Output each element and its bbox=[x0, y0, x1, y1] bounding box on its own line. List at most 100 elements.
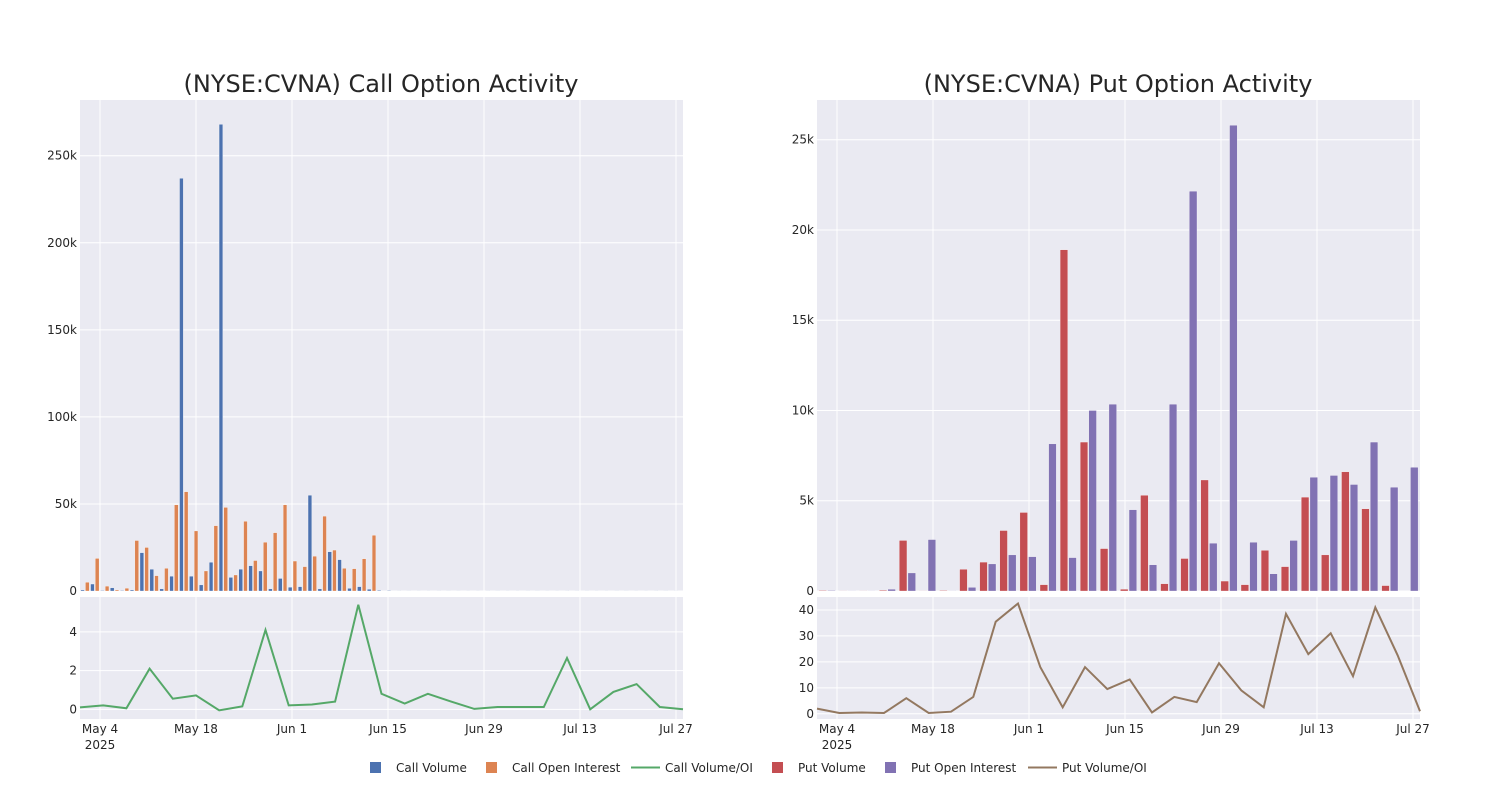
call-volume-bar bbox=[348, 588, 352, 591]
put-volume-bar bbox=[1181, 559, 1189, 591]
call-volume-bar bbox=[239, 569, 243, 591]
call-oi-bar bbox=[333, 550, 337, 591]
call-volume-bar bbox=[328, 552, 332, 591]
put-volume-bar bbox=[1141, 495, 1149, 591]
call-oi-bar bbox=[155, 576, 159, 591]
put-oi-bar bbox=[1169, 404, 1177, 591]
y2-tick-label: 0 bbox=[806, 707, 814, 721]
call-oi-bar bbox=[125, 588, 129, 591]
call-volume-bar bbox=[160, 589, 164, 591]
y-tick-label: 15k bbox=[792, 313, 814, 327]
put-volume-bar bbox=[1281, 567, 1289, 591]
put-oi-bar bbox=[1290, 540, 1298, 591]
call-oi-bar bbox=[204, 571, 208, 591]
put-volume-bar bbox=[1000, 531, 1008, 591]
put-volume-bar bbox=[1342, 472, 1350, 591]
put-oi-bar bbox=[1149, 565, 1157, 591]
call-volume-bar bbox=[199, 585, 203, 591]
put-oi-bar bbox=[1189, 191, 1197, 591]
put-oi-bar bbox=[1069, 558, 1077, 591]
call-oi-bar bbox=[244, 521, 248, 591]
call-oi-bar bbox=[135, 541, 139, 591]
legend-swatch bbox=[370, 762, 381, 773]
put-oi-bar bbox=[908, 573, 916, 591]
y2-tick-label: 2 bbox=[69, 664, 77, 678]
top-plot-area bbox=[80, 100, 683, 591]
chart-title: (NYSE:CVNA) Put Option Activity bbox=[924, 70, 1313, 98]
call-volume-bar bbox=[367, 589, 371, 591]
put-oi-bar bbox=[988, 564, 996, 591]
x-tick-label: May 18 bbox=[911, 722, 955, 736]
call-oi-bar bbox=[283, 505, 287, 591]
call-volume-bar bbox=[387, 590, 391, 591]
call-oi-bar bbox=[214, 526, 218, 591]
put-volume-bar bbox=[1221, 581, 1229, 591]
call-oi-bar bbox=[224, 507, 228, 591]
put-oi-bar bbox=[828, 590, 836, 591]
y-tick-label: 0 bbox=[69, 584, 77, 598]
put-volume-bar bbox=[879, 590, 887, 591]
call-volume-bar bbox=[150, 569, 154, 591]
call-volume-bar bbox=[278, 578, 282, 591]
put-volume-bar bbox=[1040, 585, 1048, 591]
x-tick-label: Jun 1 bbox=[1013, 722, 1044, 736]
put-oi-bar bbox=[1209, 543, 1217, 591]
call-volume-bar bbox=[120, 590, 124, 591]
y-tick-label: 0 bbox=[806, 584, 814, 598]
call-oi-bar bbox=[372, 535, 376, 591]
bottom-plot-area bbox=[817, 597, 1420, 719]
put-volume-bar bbox=[1241, 585, 1249, 591]
put-volume-bar bbox=[819, 590, 827, 591]
legend-item: Call Volume bbox=[370, 761, 467, 775]
put-oi-bar bbox=[1089, 410, 1097, 591]
y2-tick-label: 40 bbox=[799, 603, 814, 617]
put-oi-bar bbox=[1008, 555, 1016, 591]
call-volume-bar bbox=[229, 577, 233, 591]
put-volume-bar bbox=[1080, 442, 1088, 591]
put-oi-bar bbox=[1410, 467, 1418, 591]
put-volume-bar bbox=[1382, 586, 1390, 591]
put-oi-bar bbox=[1310, 477, 1318, 591]
call-oi-bar bbox=[323, 516, 327, 591]
call-volume-bar bbox=[130, 590, 134, 591]
legend-item: Call Volume/OI bbox=[631, 761, 753, 775]
call-oi-bar bbox=[95, 558, 99, 591]
legend-label: Put Volume bbox=[798, 761, 866, 775]
call-oi-bar bbox=[342, 568, 346, 591]
call-oi-bar bbox=[303, 567, 307, 591]
legend-swatch bbox=[486, 762, 497, 773]
y2-tick-label: 4 bbox=[69, 625, 77, 639]
y-tick-label: 25k bbox=[792, 133, 814, 147]
call-volume-bar bbox=[298, 587, 302, 591]
call-oi-bar bbox=[313, 556, 317, 591]
legend-item: Call Open Interest bbox=[486, 761, 621, 775]
y-tick-label: 250k bbox=[47, 149, 77, 163]
put-oi-bar bbox=[1230, 125, 1238, 591]
call-volume-bar bbox=[81, 590, 85, 591]
put-oi-bar bbox=[1390, 487, 1398, 591]
legend-item: Put Volume bbox=[772, 761, 866, 775]
call-oi-bar bbox=[273, 533, 277, 591]
put-volume-bar bbox=[1201, 480, 1209, 591]
y2-tick-label: 30 bbox=[799, 629, 814, 643]
bottom-plot-area bbox=[80, 597, 683, 719]
put-volume-bar bbox=[1261, 550, 1269, 591]
put-oi-bar bbox=[888, 589, 896, 591]
x-tick-label: Jul 27 bbox=[658, 722, 693, 736]
y-tick-label: 150k bbox=[47, 323, 77, 337]
put-oi-bar bbox=[1049, 444, 1057, 591]
put-volume-bar bbox=[899, 540, 907, 591]
x-tick-label: Jul 13 bbox=[562, 722, 597, 736]
call-oi-bar bbox=[194, 531, 198, 591]
call-volume-bar bbox=[189, 576, 193, 591]
call-oi-bar bbox=[362, 559, 366, 591]
put-oi-bar bbox=[1129, 510, 1137, 591]
call-volume-bar bbox=[140, 553, 144, 591]
put-volume-bar bbox=[1161, 584, 1169, 591]
put-oi-bar bbox=[928, 540, 936, 591]
y-tick-label: 20k bbox=[792, 223, 814, 237]
put-oi-bar bbox=[1109, 404, 1117, 591]
legend-label: Call Open Interest bbox=[512, 761, 621, 775]
